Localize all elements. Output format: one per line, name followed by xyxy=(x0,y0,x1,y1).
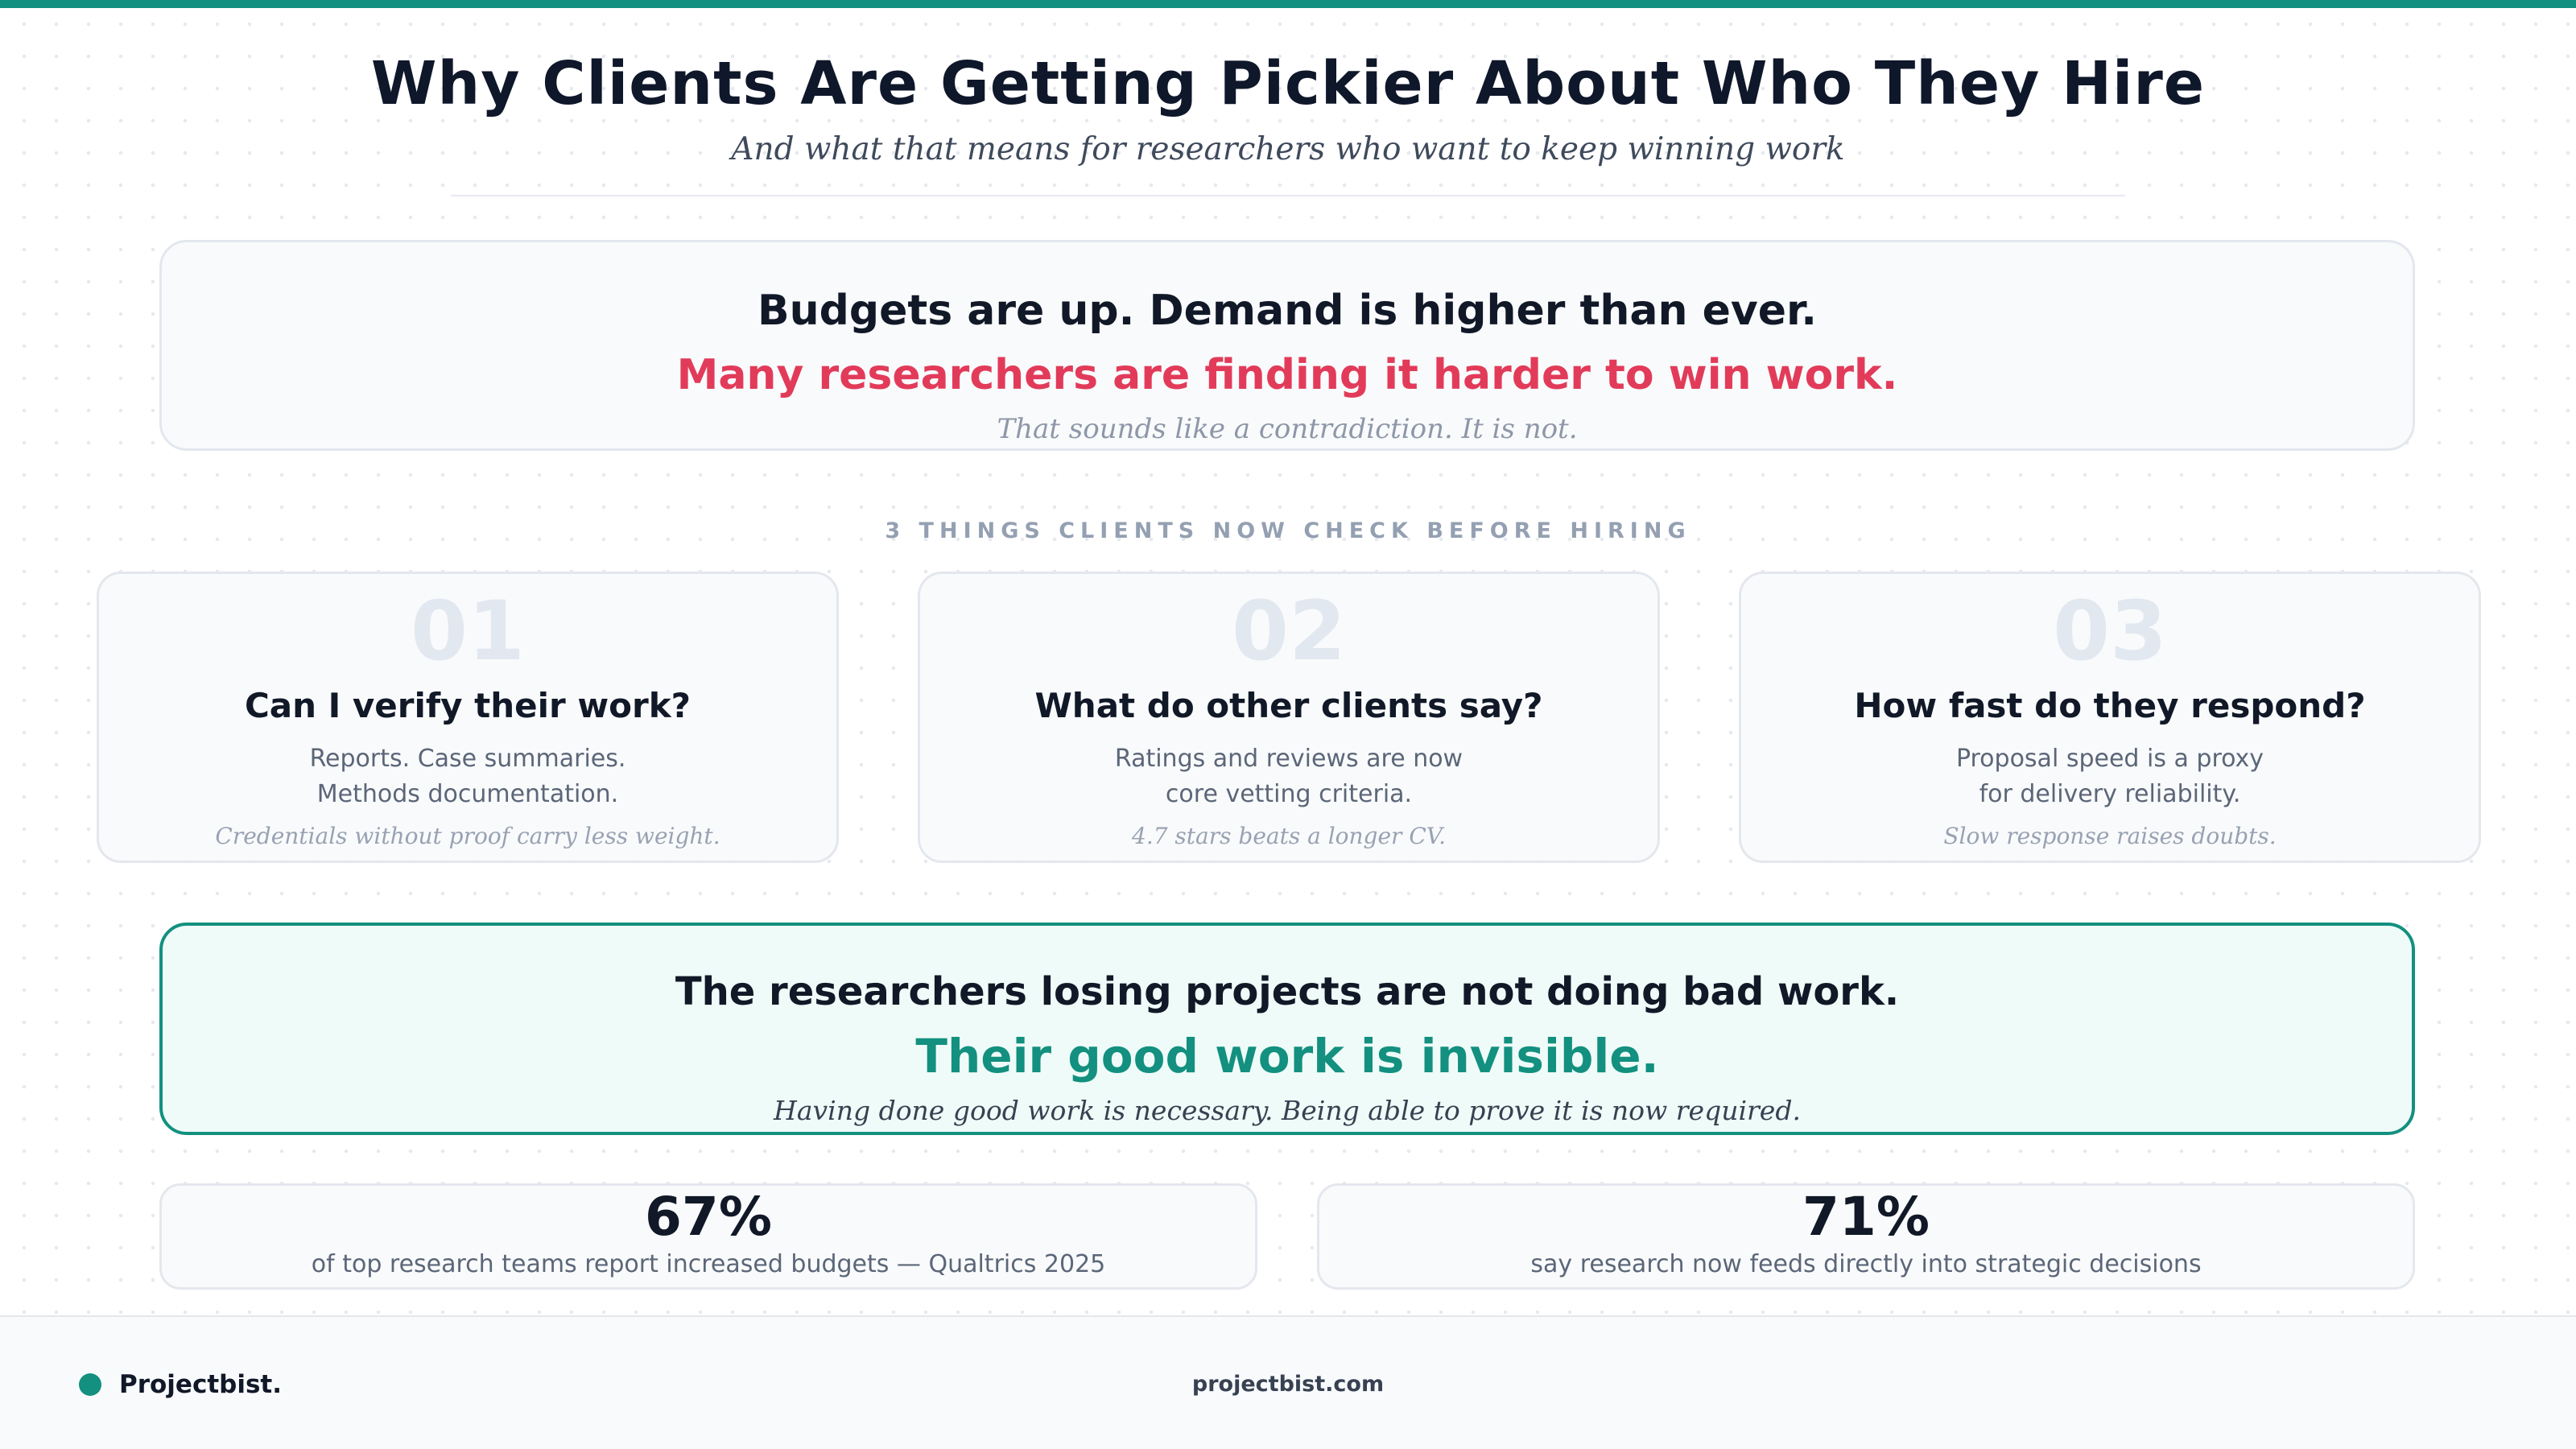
card-body-line: for delivery reliability. xyxy=(1979,780,2241,808)
page-title: Why Clients Are Getting Pickier About Wh… xyxy=(370,49,2206,118)
check-card-reviews: 02 What do other clients say? Ratings an… xyxy=(918,572,1660,863)
card-question: Can I verify their work? xyxy=(244,686,691,725)
section-label: 3 THINGS CLIENTS NOW CHECK BEFORE HIRING xyxy=(885,518,1691,543)
stat-label: say research now feeds directly into str… xyxy=(1530,1250,2202,1278)
title-divider xyxy=(451,195,2125,196)
stat-label: of top research teams report increased b… xyxy=(311,1250,1106,1278)
check-card-response: 03 How fast do they respond? Proposal sp… xyxy=(1739,572,2481,863)
card-body: Reports. Case summaries. Methods documen… xyxy=(99,741,836,812)
card-body: Ratings and reviews are now core vetting… xyxy=(920,741,1657,812)
card-body-line: Ratings and reviews are now xyxy=(1114,745,1463,773)
header: Why Clients Are Getting Pickier About Wh… xyxy=(0,45,2576,174)
card-number: 03 xyxy=(2053,584,2167,679)
footer-url-link[interactable]: projectbist.com xyxy=(1191,1372,1385,1397)
hero-note: That sounds like a contradiction. It is … xyxy=(997,413,1578,445)
card-tagline: Slow response raises doubts. xyxy=(1943,823,2277,849)
stat-value: 67% xyxy=(645,1186,772,1248)
check-card-verify: 01 Can I verify their work? Reports. Cas… xyxy=(97,572,839,863)
hero-highlight: Many researchers are finding it harder t… xyxy=(676,351,1898,399)
stat-card-budgets: 67% of top research teams report increas… xyxy=(159,1183,1257,1290)
stat-value: 71% xyxy=(1802,1186,1930,1248)
page-subtitle: And what that means for researchers who … xyxy=(731,131,1845,167)
brand-name: Projectbist. xyxy=(119,1370,283,1399)
card-question: What do other clients say? xyxy=(1034,686,1543,725)
card-body-line: Proposal speed is a proxy xyxy=(1955,745,2264,773)
top-accent-bar xyxy=(0,0,2576,8)
card-body: Proposal speed is a proxy for delivery r… xyxy=(1741,741,2479,812)
brand-dot-icon xyxy=(79,1373,101,1396)
hero-headline: Budgets are up. Demand is higher than ev… xyxy=(757,287,1818,335)
footer: Projectbist. projectbist.com xyxy=(0,1315,2576,1449)
card-tagline: Credentials without proof carry less wei… xyxy=(215,823,720,849)
card-body-line: core vetting criteria. xyxy=(1165,780,1413,808)
card-number: 01 xyxy=(411,584,525,679)
insight-note: Having done good work is necessary. Bein… xyxy=(774,1095,1801,1126)
card-tagline: 4.7 stars beats a longer CV. xyxy=(1132,823,1446,849)
card-number: 02 xyxy=(1232,584,1346,679)
insight-highlight: Their good work is invisible. xyxy=(915,1029,1659,1084)
card-body-line: Reports. Case summaries. xyxy=(309,745,626,773)
insight-headline: The researchers losing projects are not … xyxy=(675,969,1900,1014)
stat-card-strategy: 71% say research now feeds directly into… xyxy=(1317,1183,2415,1290)
insight-panel: The researchers losing projects are not … xyxy=(159,923,2415,1135)
card-question: How fast do they respond? xyxy=(1854,686,2366,725)
hero-panel: Budgets are up. Demand is higher than ev… xyxy=(159,240,2415,451)
card-body-line: Methods documentation. xyxy=(316,780,619,808)
